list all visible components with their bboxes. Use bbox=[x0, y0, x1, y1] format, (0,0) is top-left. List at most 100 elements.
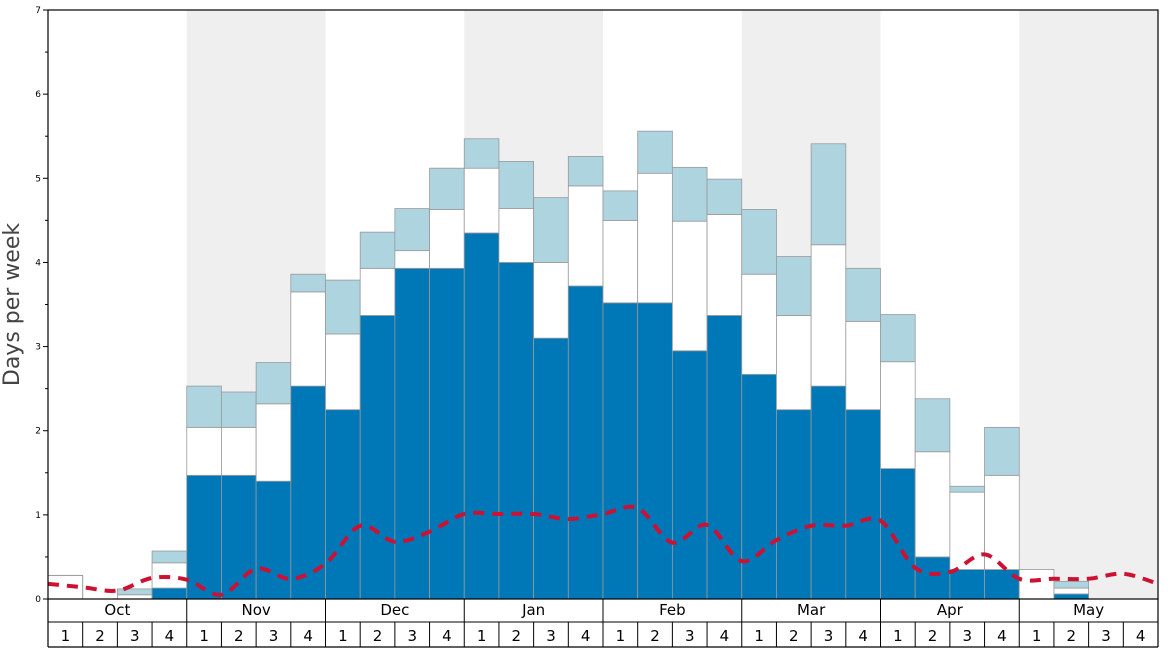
y-tick-label: 1 bbox=[35, 511, 41, 521]
month-label-oct: Oct bbox=[104, 601, 130, 619]
week-label: 1 bbox=[616, 627, 626, 645]
bar-segment-1 bbox=[255, 480, 292, 600]
bar-segment-2 bbox=[498, 208, 535, 263]
week-label: 2 bbox=[1067, 627, 1077, 645]
bar-segment-2 bbox=[741, 273, 777, 375]
week-label: 3 bbox=[407, 627, 417, 645]
bar-segment-3 bbox=[359, 231, 396, 269]
bar-segment-2 bbox=[880, 361, 916, 469]
bar-segment-2 bbox=[706, 214, 743, 316]
bar-segment-2 bbox=[637, 172, 673, 304]
bar-segment-1 bbox=[776, 409, 812, 600]
bar-segment-1 bbox=[741, 373, 777, 600]
week-label: 4 bbox=[165, 627, 175, 645]
bar-segment-1 bbox=[463, 232, 500, 600]
average-line bbox=[47, 504, 1159, 597]
bar-segment-3 bbox=[429, 167, 465, 210]
bar-segment-3 bbox=[186, 385, 222, 428]
week-label: 2 bbox=[95, 627, 105, 645]
bar-segment-1 bbox=[221, 474, 257, 600]
bar-segment-3 bbox=[498, 161, 535, 209]
bar-segment-3 bbox=[984, 426, 1020, 476]
bar-segment-1 bbox=[151, 587, 188, 600]
bar-segment-1 bbox=[880, 468, 916, 600]
bar-segment-1 bbox=[810, 385, 847, 600]
bar-segment-3 bbox=[394, 208, 430, 252]
week-label: 1 bbox=[754, 627, 764, 645]
bar-segment-3 bbox=[567, 156, 604, 187]
week-label: 3 bbox=[1101, 627, 1111, 645]
bar-segment-3 bbox=[741, 209, 777, 275]
bar-segment-2 bbox=[914, 451, 951, 558]
bar-segment-1 bbox=[949, 569, 985, 600]
bar-segment-1 bbox=[1053, 593, 1090, 600]
bar-segment-2 bbox=[325, 333, 361, 411]
y-axis-label: Days per week bbox=[0, 223, 25, 386]
bar-segment-3 bbox=[810, 143, 847, 246]
week-label: 1 bbox=[61, 627, 71, 645]
week-label: 3 bbox=[269, 627, 279, 645]
bar-segment-1 bbox=[567, 285, 604, 600]
bar-segment-1 bbox=[845, 409, 881, 600]
bar-segment-1 bbox=[429, 267, 465, 600]
month-label-mar: Mar bbox=[797, 601, 826, 619]
bar-segment-3 bbox=[151, 550, 188, 564]
bar-segment-1 bbox=[359, 315, 396, 600]
bar-segment-2 bbox=[116, 594, 153, 600]
bar-segment-2 bbox=[359, 267, 396, 316]
bar-segment-3 bbox=[1053, 580, 1090, 589]
week-label: 2 bbox=[928, 627, 938, 645]
month-label-nov: Nov bbox=[241, 601, 270, 619]
month-label-dec: Dec bbox=[380, 601, 409, 619]
bar-segment-2 bbox=[1018, 569, 1055, 600]
bar-segment-3 bbox=[602, 190, 639, 221]
bar-segment-1 bbox=[671, 350, 708, 600]
week-label: 1 bbox=[199, 627, 209, 645]
month-label-jan: Jan bbox=[521, 601, 545, 619]
y-tick-label: 0 bbox=[35, 595, 41, 605]
y-tick-label: 2 bbox=[35, 427, 41, 437]
week-label: 3 bbox=[546, 627, 556, 645]
week-label: 4 bbox=[858, 627, 868, 645]
week-label: 1 bbox=[477, 627, 487, 645]
week-label: 3 bbox=[130, 627, 140, 645]
week-label: 4 bbox=[1136, 627, 1146, 645]
bar-segment-2 bbox=[290, 291, 326, 387]
month-label-feb: Feb bbox=[659, 601, 686, 619]
bar-segment-3 bbox=[290, 273, 326, 293]
bar-segment-1 bbox=[186, 474, 222, 600]
week-label: 4 bbox=[303, 627, 313, 645]
y-tick-label: 5 bbox=[35, 174, 41, 184]
bar-segment-2 bbox=[567, 185, 604, 287]
bar-segment-3 bbox=[463, 138, 500, 169]
y-tick-label: 7 bbox=[35, 6, 41, 16]
bar-segment-1 bbox=[602, 302, 639, 600]
bar-segment-2 bbox=[533, 262, 569, 339]
bar-segment-3 bbox=[221, 391, 257, 428]
bar-segment-2 bbox=[394, 250, 430, 269]
bar-segment-3 bbox=[116, 588, 153, 596]
bar-segment-2 bbox=[255, 403, 292, 482]
bar-segment-1 bbox=[637, 302, 673, 600]
week-label: 2 bbox=[650, 627, 660, 645]
week-label: 4 bbox=[442, 627, 452, 645]
y-tick-label: 4 bbox=[35, 258, 41, 268]
bar-segment-2 bbox=[949, 491, 985, 570]
bar-segment-3 bbox=[255, 362, 292, 405]
bar-segment-3 bbox=[880, 314, 916, 363]
week-label: 3 bbox=[824, 627, 834, 645]
week-label: 2 bbox=[789, 627, 799, 645]
week-label: 1 bbox=[893, 627, 903, 645]
month-label-may: May bbox=[1073, 601, 1104, 619]
bar-segment-3 bbox=[637, 130, 673, 174]
bar-segment-2 bbox=[602, 219, 639, 304]
bar-segment-3 bbox=[533, 197, 569, 263]
week-label: 4 bbox=[581, 627, 591, 645]
bar-segment-3 bbox=[914, 398, 951, 453]
week-label: 2 bbox=[234, 627, 244, 645]
week-label: 3 bbox=[685, 627, 695, 645]
bar-segment-3 bbox=[671, 166, 708, 222]
bar-segment-3 bbox=[706, 178, 743, 215]
bar-segment-3 bbox=[845, 267, 881, 322]
